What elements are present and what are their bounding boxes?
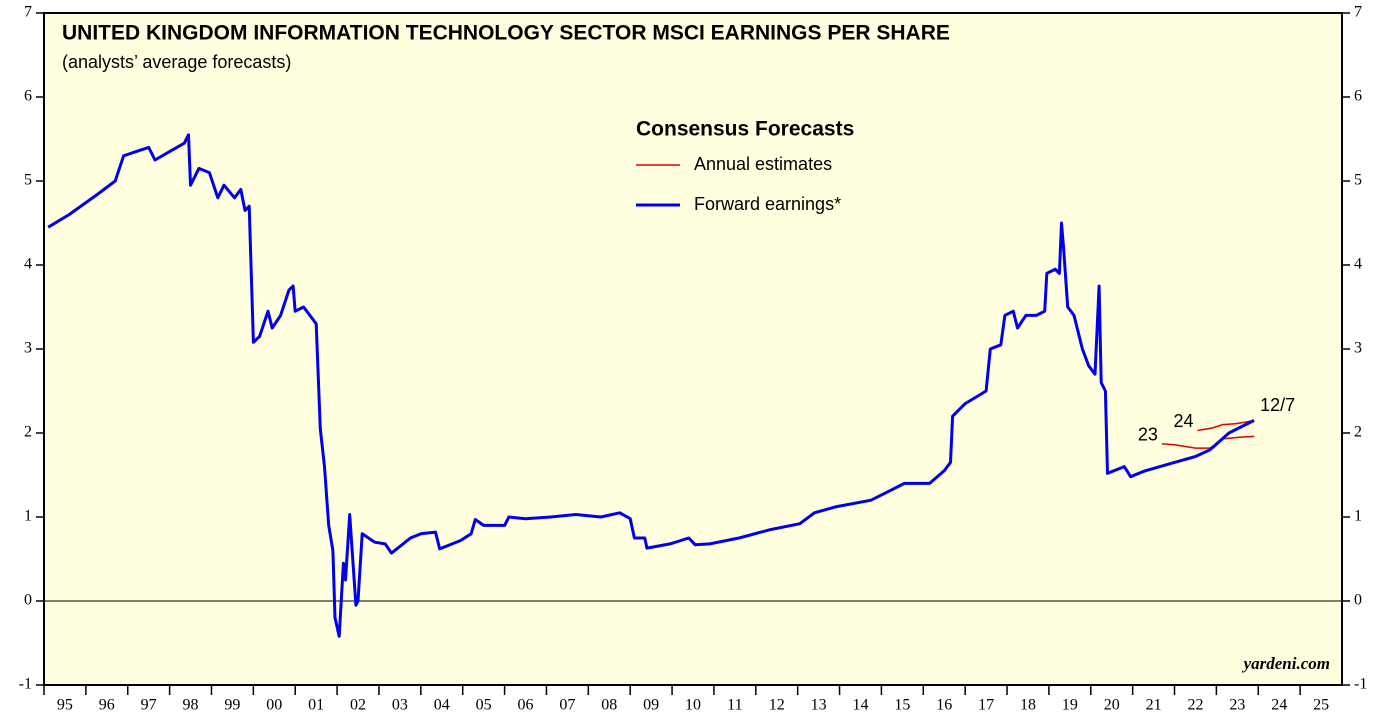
x-tick-label: 22 [1187,697,1203,714]
x-tick-label: 03 [392,697,408,714]
x-tick-label: 05 [476,697,492,714]
x-tick-label: 98 [183,697,199,714]
source: yardeni.com [1242,654,1330,673]
y-tick-label: 5 [24,172,32,189]
x-tick-label: 19 [1062,697,1078,714]
y-tick-label: -1 [19,676,32,693]
x-tick-label: 07 [559,697,575,714]
y2-tick-label: -1 [1354,676,1367,693]
legend-label: Annual estimates [694,154,832,174]
y2-tick-label: 5 [1354,172,1362,189]
x-tick-label: 15 [894,697,910,714]
x-tick-label: 12 [769,697,785,714]
x-tick-label: 02 [350,697,366,714]
line-label: 23 [1138,425,1158,445]
x-tick-label: 08 [601,697,617,714]
x-tick-label: 21 [1146,697,1162,714]
x-tick-label: 96 [99,697,115,714]
x-tick-label: 10 [685,697,701,714]
y2-tick-label: 4 [1354,256,1362,273]
x-tick-label: 97 [141,697,157,714]
x-tick-label: 99 [224,697,240,714]
y2-tick-label: 0 [1354,592,1362,609]
chart-subtitle: (analysts’ average forecasts) [62,52,291,72]
x-tick-label: 06 [518,697,534,714]
y-tick-label: 1 [24,508,32,525]
y-tick-label: 0 [24,592,32,609]
legend-title: Consensus Forecasts [636,118,854,141]
x-tick-label: 14 [852,697,868,714]
line-label: 24 [1174,411,1194,431]
y-tick-label: 2 [24,424,32,441]
y2-tick-label: 7 [1354,4,1362,21]
y2-tick-label: 1 [1354,508,1362,525]
y2-tick-label: 3 [1354,340,1362,357]
x-tick-label: 23 [1229,697,1245,714]
plot-background [43,12,1343,686]
x-tick-label: 20 [1104,697,1120,714]
annual-estimate-line [1197,419,1255,432]
x-tick-label: 01 [308,697,324,714]
y2-tick-label: 2 [1354,424,1362,441]
x-tick-label: 16 [936,697,952,714]
legend-label: Forward earnings* [694,194,841,214]
y-tick-label: 3 [24,340,32,357]
y-tick-label: 7 [24,4,32,21]
x-tick-label: 24 [1271,697,1287,714]
x-tick-label: 95 [57,697,73,714]
x-tick-label: 04 [434,697,450,714]
chart-title: UNITED KINGDOM INFORMATION TECHNOLOGY SE… [62,22,950,45]
y-tick-label: 6 [24,88,32,105]
x-tick-label: 17 [978,697,994,714]
y-tick-label: 4 [24,256,32,273]
end-label: 12/7 [1260,395,1295,415]
x-tick-label: 11 [727,697,742,714]
x-tick-label: 09 [643,697,659,714]
x-tick-label: 13 [811,697,827,714]
x-tick-label: 25 [1313,697,1329,714]
x-tick-label: 00 [266,697,282,714]
forward-line [47,133,1255,638]
x-tick-label: 18 [1020,697,1036,714]
y2-tick-label: 6 [1354,88,1362,105]
